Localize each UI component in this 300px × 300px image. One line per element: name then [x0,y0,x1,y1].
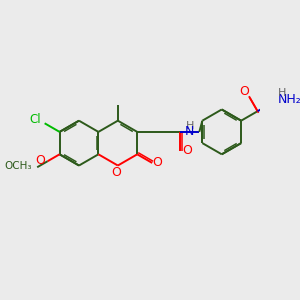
Text: Cl: Cl [30,113,41,126]
Text: OCH₃: OCH₃ [4,160,32,170]
Text: O: O [111,166,121,179]
Text: H: H [278,88,286,98]
Text: O: O [152,156,162,170]
Text: NH₂: NH₂ [278,94,300,106]
Text: O: O [182,144,192,158]
Text: O: O [239,85,249,98]
Text: O: O [35,154,45,167]
Text: H: H [186,121,194,131]
Text: N: N [185,124,194,137]
